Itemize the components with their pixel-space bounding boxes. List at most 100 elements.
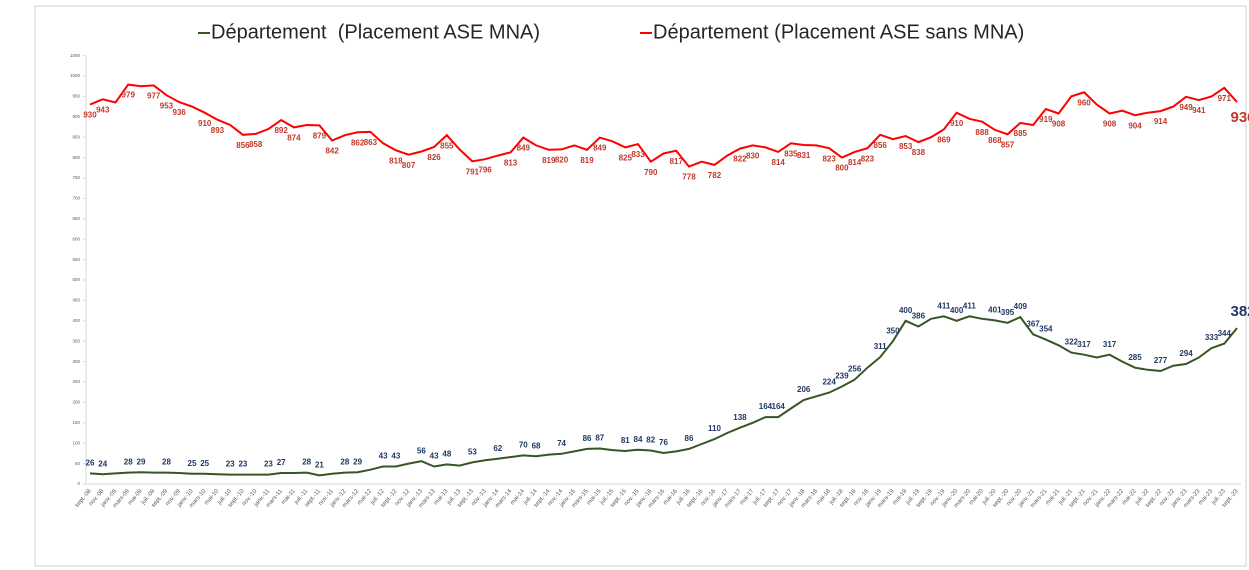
data-label: 826 [427, 153, 441, 162]
data-label: 84 [634, 435, 643, 444]
y-tick-label: 500 [72, 277, 80, 282]
data-label: 838 [912, 148, 926, 157]
data-label: 862 [351, 138, 365, 147]
data-label: 164 [759, 402, 773, 411]
data-label: 28 [124, 458, 133, 467]
data-label: 977 [147, 91, 161, 100]
data-label: 904 [1128, 121, 1142, 130]
data-label: 48 [442, 450, 451, 459]
data-label: 395 [1001, 308, 1015, 317]
data-label: 25 [200, 459, 209, 468]
data-label: 908 [1052, 120, 1066, 129]
data-label: 411 [963, 301, 976, 310]
data-label: 256 [848, 365, 862, 374]
y-tick-label: 100 [72, 440, 80, 445]
data-label: 971 [1218, 94, 1232, 103]
data-label: 835 [784, 149, 798, 158]
data-label: 322 [1065, 338, 1079, 347]
data-label: 830 [746, 151, 760, 160]
data-label: 87 [595, 434, 604, 443]
y-tick-label: 950 [72, 94, 80, 99]
data-label: 823 [822, 154, 836, 163]
data-label: 782 [708, 171, 722, 180]
y-tick-label: 800 [72, 155, 80, 160]
data-label: 885 [1014, 129, 1028, 138]
data-label: 285 [1128, 353, 1142, 362]
data-label: 400 [899, 306, 913, 315]
data-label: 294 [1179, 349, 1193, 358]
data-label: 818 [389, 156, 403, 165]
y-tick-label: 50 [75, 461, 81, 466]
data-label: 28 [162, 458, 171, 467]
data-label: 825 [619, 154, 633, 163]
data-label: 853 [899, 142, 913, 151]
data-label: 814 [772, 158, 786, 167]
data-label: 164 [772, 402, 786, 411]
data-label: 914 [1154, 117, 1168, 126]
data-label: 81 [621, 436, 630, 445]
data-label: 879 [313, 131, 327, 140]
data-label: 949 [1179, 103, 1193, 112]
data-label: 796 [478, 165, 492, 174]
legend-label: Département (Placement ASE MNA) [211, 21, 540, 43]
data-label: 29 [353, 457, 362, 466]
data-label: 819 [580, 156, 594, 165]
y-tick-label: 600 [72, 236, 80, 241]
data-label: 893 [211, 126, 225, 135]
data-label: 855 [440, 141, 454, 150]
data-label: 842 [325, 147, 339, 156]
data-label: 277 [1154, 356, 1168, 365]
data-label: 910 [198, 119, 212, 128]
data-label: 813 [504, 158, 518, 167]
legend-label: Département (Placement ASE sans MNA) [653, 21, 1024, 43]
y-tick-label: 900 [72, 114, 80, 119]
data-label: 344 [1218, 329, 1232, 338]
data-label: 919 [1039, 115, 1053, 124]
data-label: 863 [364, 138, 378, 147]
data-label: 814 [848, 158, 862, 167]
data-label: 43 [430, 452, 439, 461]
data-label: 943 [96, 105, 110, 114]
data-label: 819 [542, 156, 556, 165]
data-label: 21 [315, 461, 324, 470]
series-line [89, 315, 1238, 477]
data-label: 82 [646, 436, 655, 445]
data-label: 138 [733, 413, 747, 422]
data-label: 400 [950, 306, 964, 315]
data-label: 28 [340, 458, 349, 467]
data-label: 953 [160, 101, 174, 110]
data-label: 68 [532, 441, 541, 450]
data-label: 24 [98, 459, 107, 468]
data-label: 936 [1230, 109, 1249, 126]
y-tick-label: 750 [72, 175, 80, 180]
data-label: 411 [937, 301, 950, 310]
data-label: 354 [1039, 325, 1053, 334]
data-label: 930 [83, 111, 97, 120]
data-label: 820 [555, 156, 569, 165]
y-tick-label: 450 [72, 298, 80, 303]
data-label: 367 [1026, 319, 1040, 328]
data-label: 224 [822, 378, 836, 387]
y-tick-label: 1050 [70, 53, 81, 58]
data-label: 874 [287, 134, 301, 143]
data-label: 822 [733, 155, 747, 164]
data-label: 43 [391, 452, 400, 461]
data-label: 979 [122, 91, 136, 100]
y-tick-label: 700 [72, 196, 80, 201]
data-label: 74 [557, 439, 566, 448]
data-label: 28 [302, 458, 311, 467]
data-label: 857 [1001, 140, 1015, 149]
data-label: 908 [1103, 120, 1117, 129]
data-label: 382 [1230, 303, 1249, 320]
data-label: 386 [912, 312, 926, 321]
data-label: 868 [988, 136, 1002, 145]
data-label: 823 [861, 154, 875, 163]
data-label: 856 [873, 141, 887, 150]
data-label: 86 [685, 434, 694, 443]
y-tick-label: 250 [72, 379, 80, 384]
y-tick-label: 1000 [70, 73, 81, 78]
data-label: 807 [402, 161, 416, 170]
y-tick-label: 150 [72, 420, 80, 425]
y-tick-label: 200 [72, 400, 80, 405]
